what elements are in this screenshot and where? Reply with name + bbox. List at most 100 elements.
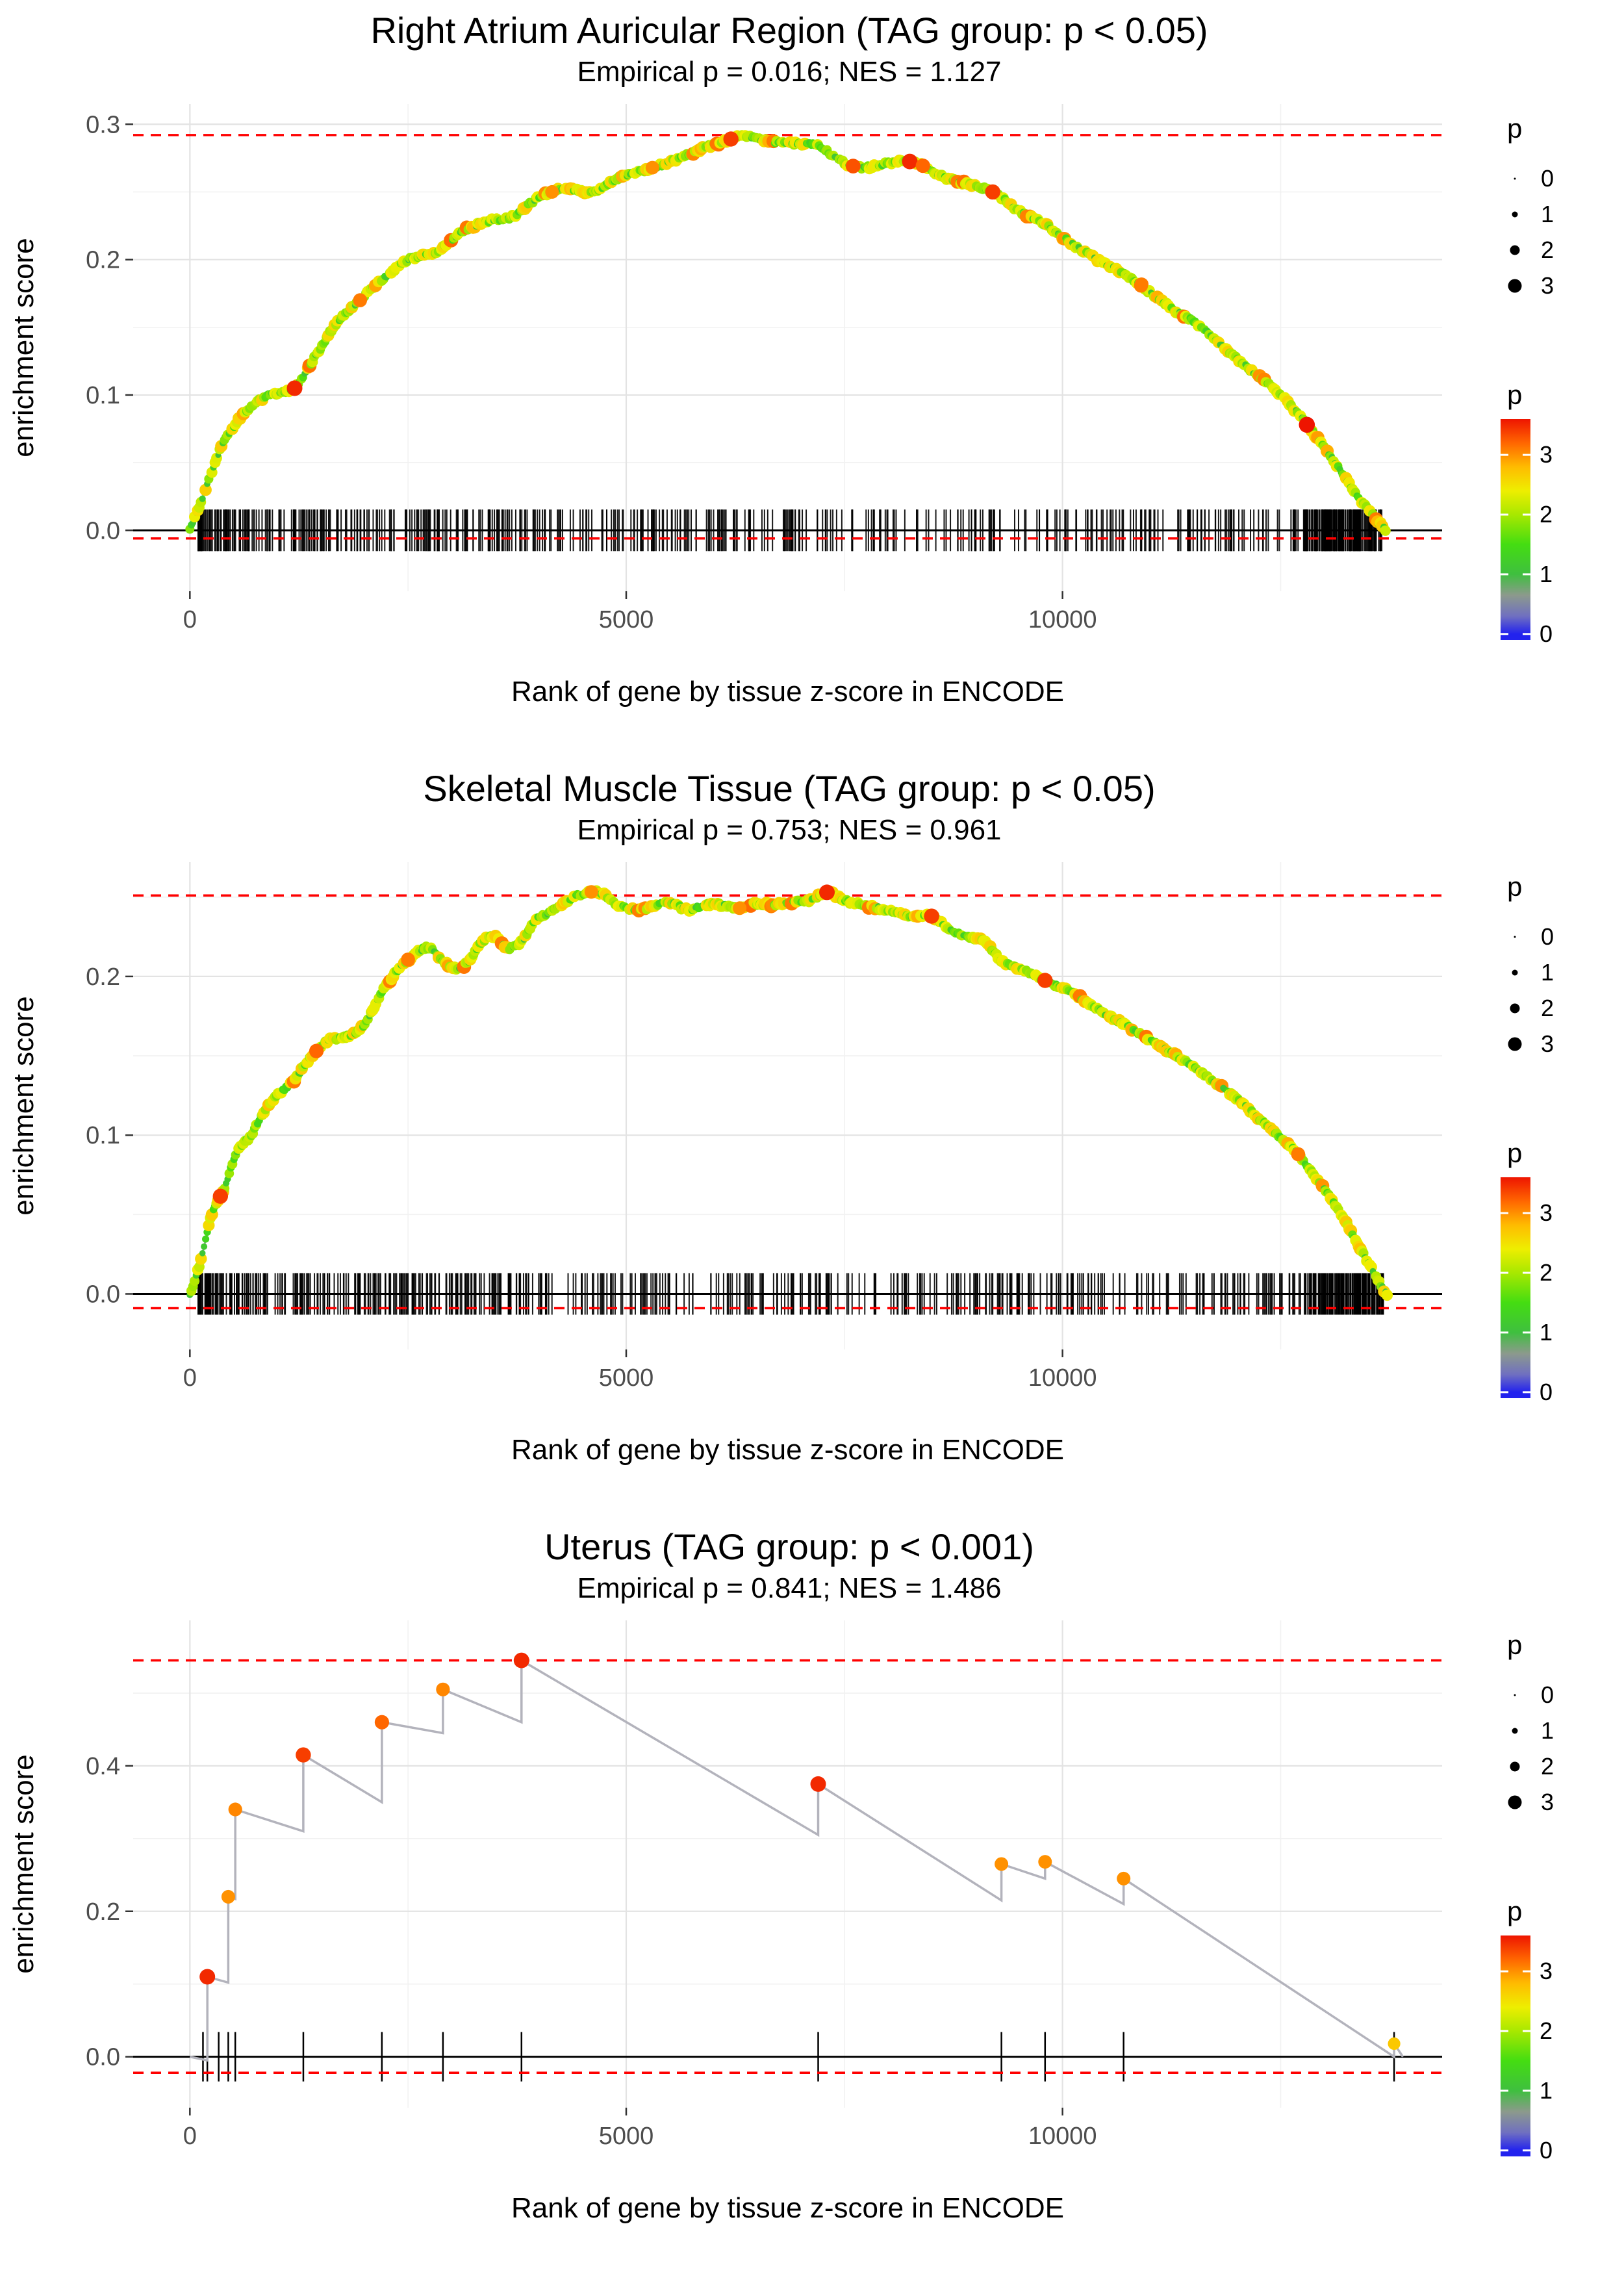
highlight-gene-dot xyxy=(286,380,303,396)
size-legend-dot xyxy=(1510,1761,1520,1772)
panel-title: Uterus (TAG group: p < 0.001) xyxy=(544,1526,1034,1567)
x-tick-label: 0 xyxy=(183,1364,197,1392)
size-legend-dot xyxy=(1514,177,1516,180)
highlight-gene-dot xyxy=(401,952,415,967)
axis-ticks: 0 5000 10000 0.0 0.2 0.4 xyxy=(86,1753,1097,2150)
colorbar-label: 2 xyxy=(1540,1259,1553,1286)
highlight-gene-dot xyxy=(545,185,559,199)
colorbar-label: 1 xyxy=(1540,561,1553,587)
panel-title: Skeletal Muscle Tissue (TAG group: p < 0… xyxy=(423,768,1156,809)
size-legend-label: 1 xyxy=(1541,959,1554,986)
panel-title: Right Atrium Auricular Region (TAG group… xyxy=(370,10,1208,51)
size-legend-label: 2 xyxy=(1541,1753,1554,1780)
highlight-gene-dot xyxy=(915,159,930,173)
size-legend-dot xyxy=(1514,936,1516,938)
x-axis-label: Rank of gene by tissue z-score in ENCODE xyxy=(511,676,1065,708)
y-tick-label: 0.1 xyxy=(86,1122,120,1149)
y-tick-label: 0.1 xyxy=(86,382,120,409)
x-tick-label: 0 xyxy=(183,606,197,633)
hit-gene-dot xyxy=(296,1747,311,1763)
x-tick-label: 5000 xyxy=(599,1364,654,1392)
x-tick-label: 0 xyxy=(183,2123,197,2150)
size-legend-dot xyxy=(1510,245,1520,255)
size-legend-label: 3 xyxy=(1541,272,1554,299)
size-legend-label: 2 xyxy=(1541,236,1554,263)
size-legend-title: p xyxy=(1507,113,1522,144)
colorbar-label: 2 xyxy=(1540,2017,1553,2044)
y-tick-label: 0.2 xyxy=(86,247,120,274)
size-legend-label: 3 xyxy=(1541,1789,1554,1815)
hit-gene-dot xyxy=(1388,2037,1401,2050)
x-axis-label: Rank of gene by tissue z-score in ENCODE xyxy=(511,2192,1065,2224)
size-legend-dot xyxy=(1508,1037,1522,1051)
panel-subtitle: Empirical p = 0.753; NES = 0.961 xyxy=(577,814,1002,846)
hit-gene-dot xyxy=(1117,1871,1131,1885)
size-legend-dot xyxy=(1514,1694,1516,1696)
panel-right-atrium: Right Atrium Auricular Region (TAG group… xyxy=(0,0,1624,758)
y-axis-label: enrichment score xyxy=(8,996,40,1216)
colorbar-label: 1 xyxy=(1540,2077,1553,2104)
colorbar-label: 0 xyxy=(1540,1379,1553,1405)
size-legend-dot xyxy=(1510,1003,1520,1014)
size-legend-label: 1 xyxy=(1541,1717,1554,1744)
highlight-gene-dot xyxy=(645,160,659,175)
y-tick-label: 0.2 xyxy=(86,1898,120,1926)
size-legend-label: 0 xyxy=(1541,923,1554,950)
size-legend-title: p xyxy=(1507,1629,1522,1660)
gridlines xyxy=(133,862,1442,1349)
size-legend-label: 2 xyxy=(1541,995,1554,1021)
highlight-gene-dot xyxy=(985,184,1000,200)
highlight-gene-dot xyxy=(845,159,861,173)
x-tick-label: 10000 xyxy=(1028,606,1097,633)
colorbar-label: 0 xyxy=(1540,2137,1553,2164)
highlight-gene-dot xyxy=(584,885,598,899)
y-tick-label: 0.3 xyxy=(86,111,120,138)
y-tick-label: 0.0 xyxy=(86,517,120,544)
highlight-gene-dot xyxy=(353,293,368,307)
highlight-gene-dot xyxy=(1037,973,1053,988)
color-legend-title: p xyxy=(1507,1896,1522,1926)
size-legend-label: 3 xyxy=(1541,1030,1554,1057)
colorbar-label: 0 xyxy=(1540,620,1553,647)
size-legend-label: 1 xyxy=(1541,201,1554,227)
x-tick-label: 5000 xyxy=(599,2123,654,2150)
size-legend-title: p xyxy=(1507,871,1522,902)
y-axis-label: enrichment score xyxy=(8,1754,40,1974)
axis-ticks: 0 5000 10000 0.0 0.1 0.2 0.3 xyxy=(86,111,1097,633)
hit-gene-dot xyxy=(374,1715,389,1730)
highlight-gene-dot xyxy=(1134,278,1148,293)
colorbar xyxy=(1501,419,1530,640)
size-legend-label: 0 xyxy=(1541,165,1554,192)
colorbar-label: 1 xyxy=(1540,1319,1553,1346)
axis-ticks: 0 5000 10000 0.0 0.1 0.2 xyxy=(86,964,1097,1392)
gridlines xyxy=(133,1620,1442,2108)
y-tick-label: 0.0 xyxy=(86,1281,120,1308)
hit-gene-dot xyxy=(513,1652,529,1668)
panel-subtitle: Empirical p = 0.841; NES = 1.486 xyxy=(577,1572,1002,1604)
y-tick-label: 0.0 xyxy=(86,2044,120,2071)
colorbar-label: 3 xyxy=(1540,1199,1553,1226)
hit-gene-dot xyxy=(995,1857,1009,1871)
running-score-path xyxy=(189,1658,1404,2062)
size-legend-dot xyxy=(1508,1795,1522,1809)
gene-dots xyxy=(186,885,1393,1301)
hit-gene-dot xyxy=(436,1682,450,1696)
panel-uterus: Uterus (TAG group: p < 0.001) Empirical … xyxy=(0,1516,1624,2274)
color-legend-title: p xyxy=(1507,379,1522,410)
size-legend-dot xyxy=(1512,969,1518,976)
highlight-gene-dot xyxy=(819,884,835,901)
x-tick-label: 5000 xyxy=(599,606,654,633)
hit-gene-dot xyxy=(1038,1855,1052,1869)
highlight-gene-dot xyxy=(723,131,739,147)
enrichment-curve xyxy=(188,890,1388,1295)
panel-skeletal-muscle: Skeletal Muscle Tissue (TAG group: p < 0… xyxy=(0,758,1624,1516)
y-axis-label: enrichment score xyxy=(8,238,40,457)
size-legend-dot xyxy=(1512,211,1518,218)
colorbar-label: 3 xyxy=(1540,441,1553,468)
gene-dots xyxy=(185,130,1391,536)
